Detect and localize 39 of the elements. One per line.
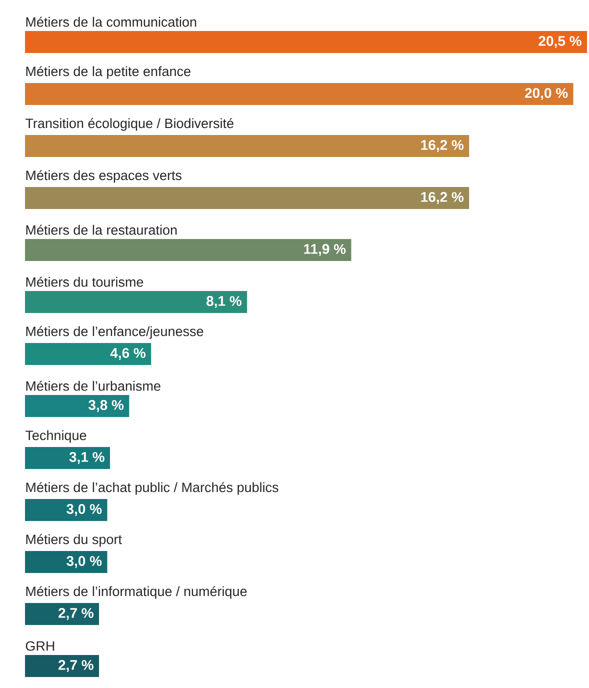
y-tick-label: Métiers de la communication <box>26 16 196 27</box>
bar <box>25 31 588 53</box>
data-label: 3,0 % <box>66 504 102 516</box>
y-tick-label: Transition écologique / Biodiversité <box>25 118 234 131</box>
y-tick-label: Métiers du sport <box>26 534 122 547</box>
bar <box>25 187 470 210</box>
data-label: 3,1 % <box>69 452 104 464</box>
y-tick-label: Métiers du tourisme <box>26 276 144 287</box>
data-label: 16,2 % <box>421 140 464 152</box>
bar <box>25 499 108 522</box>
bar <box>25 447 110 470</box>
data-label: 2,7 % <box>58 660 94 672</box>
bar <box>25 343 152 366</box>
data-label: 4,6 % <box>110 348 146 360</box>
bar <box>25 239 352 262</box>
data-label: 3,8 % <box>88 400 124 412</box>
bar <box>25 135 470 157</box>
data-label: 11,9 % <box>304 244 346 256</box>
y-tick-label: Métiers de l’informatique / numérique <box>26 586 247 599</box>
bar <box>25 83 574 105</box>
bar <box>25 655 100 678</box>
bar <box>25 395 130 418</box>
y-tick-label: Métiers de la restauration <box>26 224 177 235</box>
data-label: 2,7 % <box>58 608 94 620</box>
y-tick-label: Métiers des espaces verts <box>26 170 182 183</box>
data-label: 8,1 % <box>206 296 242 308</box>
bar <box>25 603 100 626</box>
bar <box>25 291 248 314</box>
y-tick-label: Métiers de la petite enfance <box>26 66 190 79</box>
data-label: 20,0 % <box>524 88 568 100</box>
y-tick-label: GRH <box>26 641 54 651</box>
data-label: 16,2 % <box>421 192 464 204</box>
data-label: 20,5 % <box>538 36 582 48</box>
y-tick-label: Technique <box>25 430 86 443</box>
y-tick-label: Métiers de l’urbanisme <box>26 380 160 391</box>
bar <box>25 551 108 574</box>
y-tick-label: Métiers de l’enfance/jeunesse <box>26 326 204 339</box>
data-label: 3,0 % <box>66 556 102 568</box>
y-tick-label: Métiers de l’achat public / Marchés publics <box>26 482 278 495</box>
